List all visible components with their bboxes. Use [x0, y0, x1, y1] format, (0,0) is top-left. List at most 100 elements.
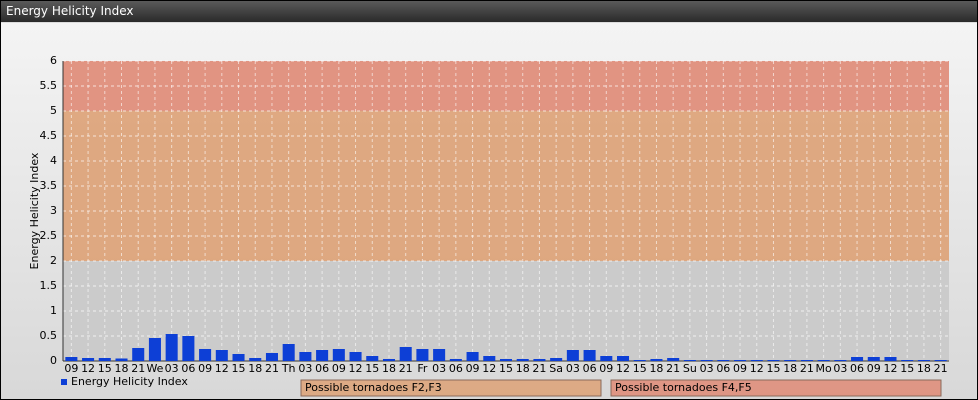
bar [332, 349, 345, 361]
bar [399, 347, 412, 361]
bar [98, 358, 111, 361]
x-tick-label: 09 [867, 362, 881, 375]
bar [851, 357, 864, 361]
y-tick-label: 5 [50, 104, 57, 117]
x-tick-label: 06 [181, 362, 195, 375]
y-tick-label: 1 [50, 304, 57, 317]
bar [366, 356, 379, 361]
bar [499, 359, 513, 361]
x-tick-label: 12 [616, 362, 630, 375]
bar [299, 352, 312, 361]
legend-label: Energy Helicity Index [71, 375, 188, 388]
chart-title: Energy Helicity Index [6, 4, 134, 18]
x-tick-label: 06 [716, 362, 730, 375]
x-tick-label: Mo [816, 362, 832, 375]
x-tick-label: 03 [432, 362, 446, 375]
x-tick-label: 03 [833, 362, 847, 375]
band-legend-label: Possible tornadoes F2,F3 [305, 381, 442, 394]
legend-swatch [61, 379, 67, 385]
bar [717, 360, 730, 361]
x-tick-label: Sa [549, 362, 563, 375]
band-legend-label: Possible tornadoes F4,F5 [615, 381, 752, 394]
band-legend-box [300, 379, 602, 397]
title-bar: Energy Helicity Index [1, 1, 977, 22]
x-tick-label: 15 [365, 362, 379, 375]
bar [115, 358, 128, 361]
bar [817, 360, 830, 361]
bar [282, 344, 295, 361]
x-tick-label: 21 [800, 362, 814, 375]
x-tick-label: 03 [165, 362, 179, 375]
x-tick-label: 03 [298, 362, 312, 375]
y-tick-label: 6 [50, 54, 57, 67]
x-tick-label: 15 [633, 362, 647, 375]
x-tick-label: 06 [315, 362, 329, 375]
bar [650, 359, 663, 361]
x-tick-label: Fr [417, 362, 428, 375]
bar [199, 349, 212, 361]
x-tick-label: 12 [482, 362, 496, 375]
y-tick-label: 0 [50, 354, 57, 367]
x-tick-label: 09 [64, 362, 78, 375]
bar [667, 358, 680, 361]
bar [750, 360, 763, 361]
x-tick-label: 21 [532, 362, 546, 375]
bar [232, 354, 245, 361]
x-tick-label: Su [683, 362, 697, 375]
x-tick-label: 21 [131, 362, 145, 375]
bar [449, 359, 462, 361]
bar [483, 356, 496, 361]
y-tick-label: 1.5 [40, 279, 58, 292]
x-tick-label: We [146, 362, 163, 375]
x-tick-label: 06 [850, 362, 864, 375]
x-tick-label: 18 [382, 362, 396, 375]
x-tick-label: 12 [81, 362, 95, 375]
bar [265, 353, 278, 361]
x-tick-label: 15 [900, 362, 914, 375]
bar [416, 349, 429, 361]
y-tick-label: 2.5 [40, 229, 58, 242]
x-tick-label: 21 [399, 362, 413, 375]
x-tick-label: 12 [349, 362, 363, 375]
y-tick-label: 3.5 [40, 179, 58, 192]
bar [349, 352, 362, 361]
bar [165, 334, 178, 361]
bar [683, 360, 696, 361]
bar [82, 358, 95, 361]
bar [65, 357, 78, 361]
bar [182, 336, 195, 361]
y-tick-label: 5.5 [40, 79, 58, 92]
x-tick-label: 12 [215, 362, 229, 375]
x-tick-label: 15 [766, 362, 780, 375]
band-legend-box [610, 379, 942, 397]
bar [934, 360, 947, 361]
bar [316, 350, 329, 361]
x-tick-label: 18 [248, 362, 262, 375]
x-tick-label: 15 [232, 362, 246, 375]
x-tick-label: 18 [649, 362, 663, 375]
bar [884, 357, 897, 361]
bar [249, 358, 262, 361]
bar [901, 360, 914, 361]
y-tick-label: 4.5 [40, 129, 58, 142]
bar [767, 360, 780, 361]
y-tick-label: 3 [50, 204, 57, 217]
bar [566, 350, 579, 361]
x-tick-label: 09 [198, 362, 212, 375]
x-tick-label: 06 [449, 362, 463, 375]
x-tick-label: 18 [516, 362, 530, 375]
y-tick-label: 4 [50, 154, 57, 167]
bar [784, 360, 797, 361]
x-tick-label: 09 [599, 362, 613, 375]
x-tick-label: 09 [332, 362, 346, 375]
x-tick-label: 18 [115, 362, 129, 375]
bar [132, 348, 145, 361]
x-tick-label: 21 [666, 362, 680, 375]
bar [800, 360, 813, 361]
x-tick-label: 06 [583, 362, 597, 375]
x-tick-label: 18 [917, 362, 931, 375]
bar [633, 360, 646, 361]
bar [700, 360, 713, 361]
bar [516, 359, 529, 361]
